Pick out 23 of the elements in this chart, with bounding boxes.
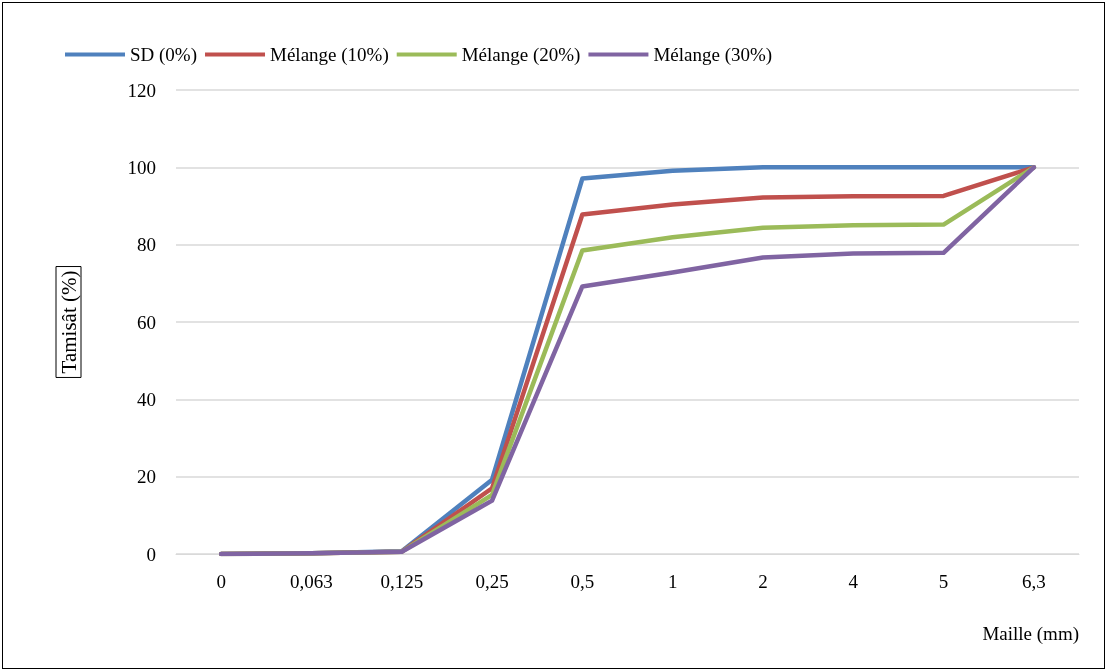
y-tick-label: 100 [127,156,156,178]
x-tick-label: 0,5 [570,571,595,592]
y-tick-label: 120 [127,79,156,101]
x-tick-label: 5 [938,571,949,592]
y-tick-label: 0 [146,543,156,565]
legend-label: Mélange (20%) [461,44,581,66]
legend-label: Mélange (10%) [270,44,389,66]
x-tick-label: 0,25 [475,571,509,592]
y-tick-label: 40 [137,388,156,410]
x-axis-title: Maille (mm) [982,623,1079,645]
y-tick-label: 80 [137,234,156,256]
y-tick-label: 60 [137,311,156,333]
legend-label: Mélange (30%) [653,44,773,66]
y-tick-label: 20 [137,466,156,488]
legend-label: SD (0%) [130,44,198,66]
x-tick-label: 0,063 [290,571,333,592]
x-tick-label: 0,125 [380,571,424,592]
x-tick-label: 0 [216,571,226,592]
x-tick-label: 2 [758,571,768,592]
x-tick-label: 4 [848,571,859,592]
x-tick-label: 1 [667,571,678,592]
y-axis-title: Tamisât (%) [56,270,81,374]
x-tick-label: 6,3 [1021,571,1046,592]
